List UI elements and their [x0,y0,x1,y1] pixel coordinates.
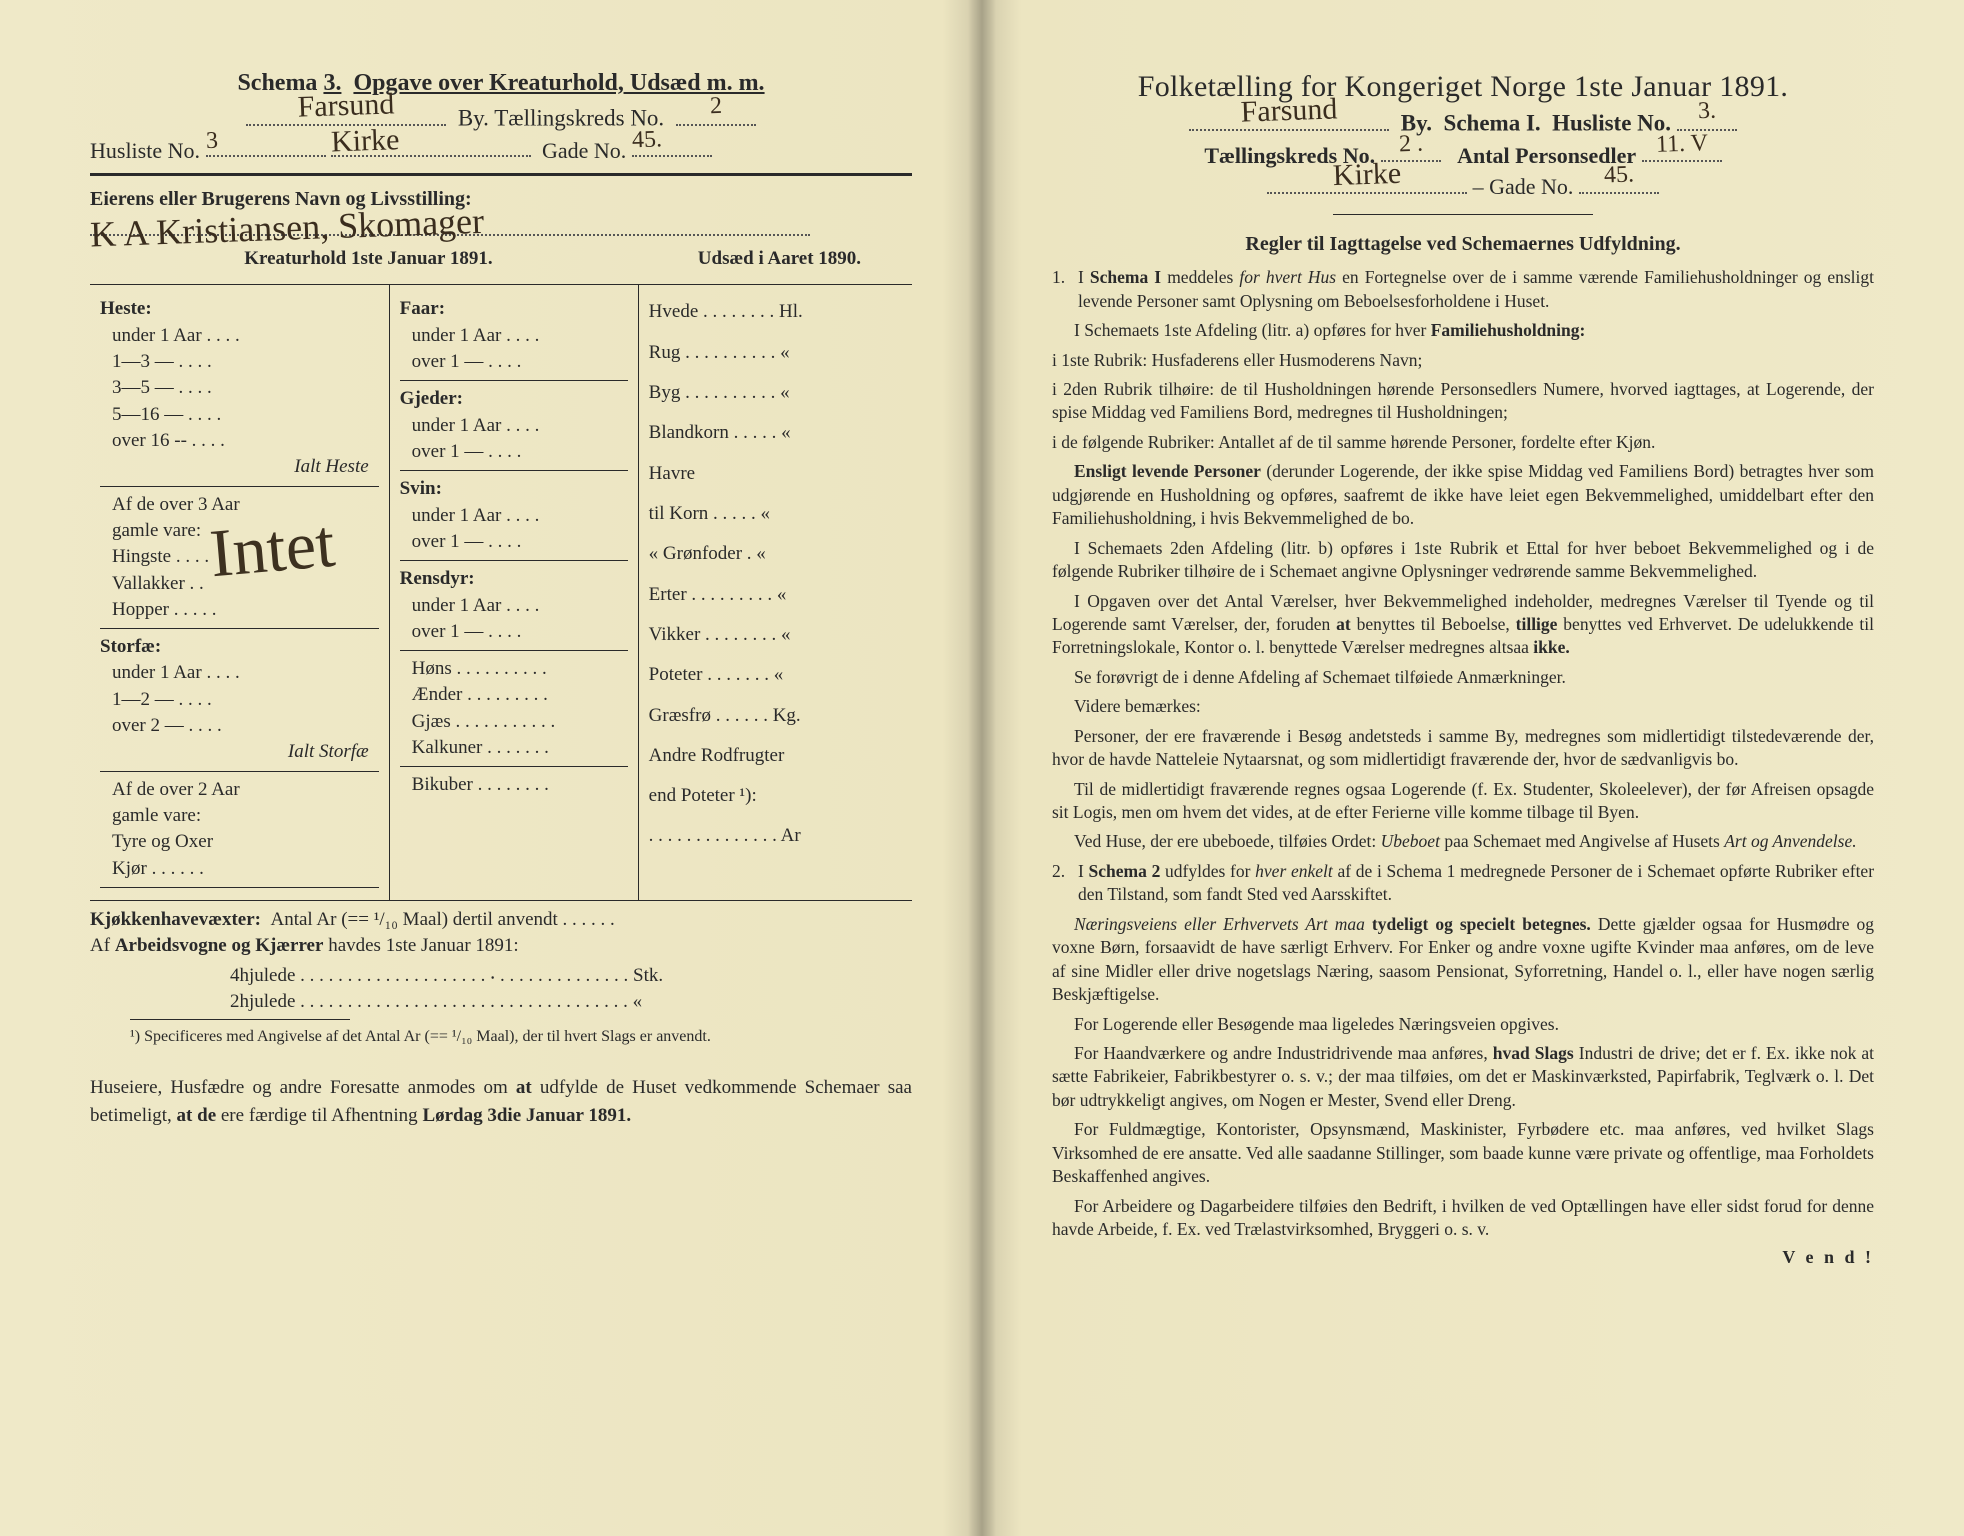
r-persons-hand: 11. V [1641,129,1722,159]
right-page: Folketælling for Kongeriget Norge 1ste J… [982,0,1964,1536]
bottom-note: Huseiere, Husfædre og andre Foresatte an… [90,1074,912,1131]
r-rule [1333,214,1593,215]
r-kreds-hand: 2 . [1380,130,1441,159]
footnote: ¹) Specificeres med Angivelse af det Ant… [90,1026,912,1048]
r-line1: Farsund By. Schema I. Husliste No. 3. [1052,108,1874,137]
rules-title: Regler til Iagttagelse ved Schemaernes U… [1052,233,1874,256]
owner-line: K A Kristiansen, Skomager [90,215,912,242]
gade-no-hand: 45. [631,124,712,154]
scanned-form-spread: Schema 3. Opgave over Kreaturhold, Udsæd… [0,0,1964,1536]
col-head-right: Udsæd i Aaret 1890. [647,248,912,270]
col-c: Hvede . . . . . . . . Hl.Rug . . . . . .… [639,285,912,900]
by-handwritten: Farsund [246,86,447,127]
r-gadeno-hand: 45. [1578,161,1659,191]
footnote-rule [130,1019,350,1020]
r-by-hand: Farsund [1189,91,1390,132]
r-line3: Kirke – Gade No. 45. [1052,172,1874,200]
husliste-no-hand: 3 [205,124,326,155]
kreds-no-hand: 2 [675,92,756,122]
schema3-title: Schema 3. Opgave over Kreaturhold, Udsæd… [90,70,912,97]
col-a: Heste:under 1 Aar . . . .1—3 — . . . .3—… [90,285,390,900]
kjokkenhave-line: Kjøkkenhavevæxter: Antal Ar (== ¹/₁₀ Maa… [90,909,912,931]
2hjulede: 2hjulede . . . . . . . . . . . . . . . .… [90,991,912,1013]
street-hand: Kirke [330,118,531,159]
r-gade-hand: Kirke [1267,155,1468,196]
col-b: Faar:under 1 Aar . . . .over 1 — . . . .… [390,285,639,900]
4hjulede: 4hjulede . . . . . . . . . . . . . . . .… [90,961,912,987]
vogner-line: Af Arbeidsvogne og Kjærrer havdes 1ste J… [90,935,912,957]
r-husliste-hand: 3. [1676,97,1737,126]
census-header: Folketælling for Kongeriget Norge 1ste J… [1052,70,1874,104]
livestock-table: Intet Heste:under 1 Aar . . . .1—3 — . .… [90,284,912,901]
vend: V e n d ! [1052,1247,1874,1268]
left-page: Schema 3. Opgave over Kreaturhold, Udsæd… [0,0,982,1536]
rule-1 [90,173,912,176]
husliste-line: Husliste No. 3 Kirke Gade No. 45. [90,136,912,164]
rules-body: 1.I Schema I meddeles for hvert Hus en F… [1052,266,1874,1241]
